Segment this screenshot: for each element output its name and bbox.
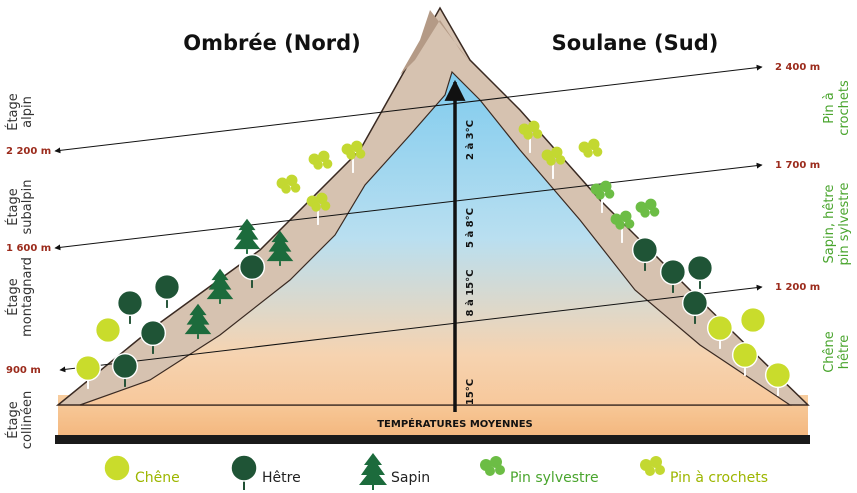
vegetation-label: Chênehêtre xyxy=(822,331,852,373)
vegetation-label-line: Pin à xyxy=(822,92,837,124)
zone-label-line: Étage xyxy=(5,401,21,439)
legend-label: Chêne xyxy=(135,470,180,486)
zone-label: Étagemontagnard xyxy=(5,257,35,337)
vegetation-label-line: pin sylvestre xyxy=(837,183,852,266)
zone-label: Étagesubalpin xyxy=(5,180,35,235)
diagram: Ombrée (Nord) Soulane (Sud) TEMPÉRATURES… xyxy=(0,0,857,493)
temperature-axis-label: TEMPÉRATURES MOYENNES xyxy=(377,417,533,430)
legend-label: Pin à crochets xyxy=(670,470,768,486)
heading-south: Soulane (Sud) xyxy=(552,31,719,55)
zone-label-line: Étage xyxy=(5,93,21,131)
temperature-label: 5 à 8°C xyxy=(464,208,476,248)
vegetation-label: Sapin, hêtrepin sylvestre xyxy=(822,183,852,266)
tree-crochets xyxy=(277,175,301,207)
vegetation-label: Pin àcrochets xyxy=(822,80,852,136)
tree-hetre xyxy=(155,275,180,308)
tree-hetre xyxy=(118,291,143,324)
zone-label-line: Étage xyxy=(5,188,21,226)
zone-label-line: collinéen xyxy=(20,391,35,449)
altitude-right: 1 200 m xyxy=(775,282,820,293)
zone-label-line: montagnard xyxy=(20,257,35,337)
zone-label: Étagealpin xyxy=(5,93,35,131)
heading-north: Ombrée (Nord) xyxy=(183,31,361,55)
tree-hetre xyxy=(688,256,713,289)
altitude-right: 2 400 m xyxy=(775,62,820,73)
legend-icon xyxy=(359,453,387,490)
vegetation-label-line: crochets xyxy=(837,80,852,136)
legend-label: Pin sylvestre xyxy=(510,470,599,486)
zone-label-line: subalpin xyxy=(20,180,35,235)
altitude-left: 900 m xyxy=(6,365,41,376)
temperature-label: 8 à 15°C xyxy=(464,270,476,317)
base-bar xyxy=(55,435,810,444)
tree-sylvestre xyxy=(636,199,660,231)
legend-icon xyxy=(640,456,665,490)
altitude-left: 1 600 m xyxy=(6,243,51,254)
zone-label-line: Étage xyxy=(5,278,21,316)
altitude-left: 2 200 m xyxy=(6,146,51,157)
tree-crochets xyxy=(579,139,603,171)
legend-label: Hêtre xyxy=(262,470,301,486)
legend-icon xyxy=(480,456,505,490)
vegetation-label-line: hêtre xyxy=(837,335,852,369)
vegetation-label-line: Chêne xyxy=(822,331,837,373)
tree-crochets xyxy=(309,151,333,183)
temperature-label: 2 à 3°C xyxy=(464,120,476,160)
legend: Chêne Hêtre Sapin Pin sylvestre Pin à croche… xyxy=(104,453,768,490)
tree-chene xyxy=(741,308,766,341)
tree-chene xyxy=(96,318,121,351)
altitude-right: 1 700 m xyxy=(775,160,820,171)
zone-label: Étagecollinéen xyxy=(5,391,35,449)
zone-label-line: alpin xyxy=(20,96,35,128)
temperature-label: 15°C xyxy=(465,379,476,405)
vegetation-label-line: Sapin, hêtre xyxy=(822,185,837,264)
legend-icon xyxy=(231,455,257,490)
legend-icon xyxy=(104,455,130,490)
legend-label: Sapin xyxy=(391,470,430,486)
